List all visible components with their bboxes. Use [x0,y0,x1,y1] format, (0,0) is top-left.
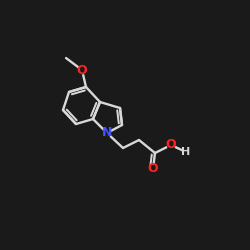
Circle shape [167,141,175,149]
Circle shape [183,149,189,155]
Circle shape [149,165,157,173]
Text: O: O [77,64,87,76]
Text: O: O [166,138,176,151]
Text: H: H [182,147,191,157]
Text: O: O [148,162,158,175]
Circle shape [103,129,111,137]
Circle shape [78,66,86,74]
Text: N: N [102,126,112,140]
